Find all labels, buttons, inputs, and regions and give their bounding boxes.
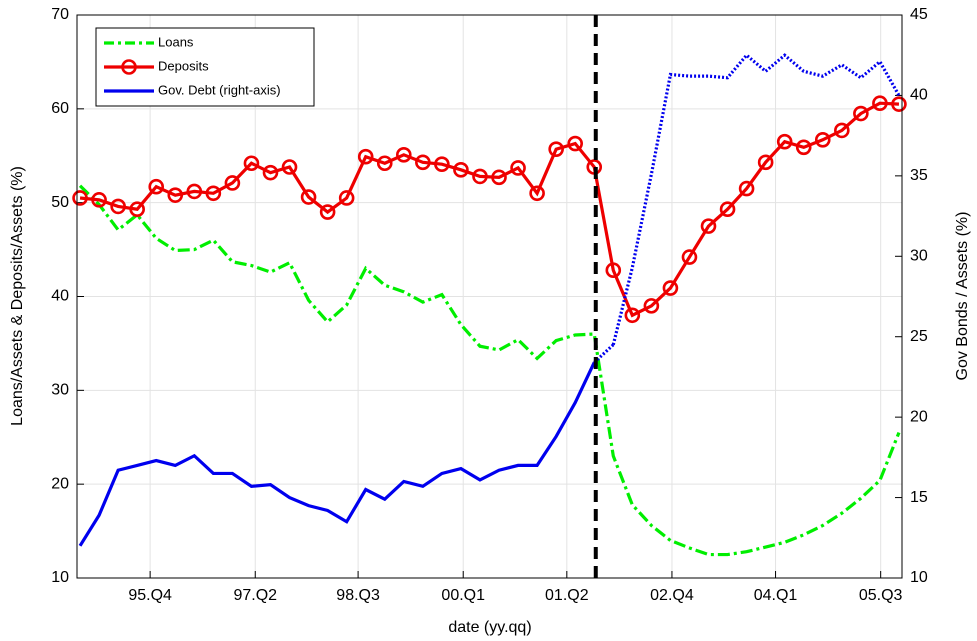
marker	[529, 185, 545, 202]
marker	[491, 169, 507, 186]
marker	[186, 183, 203, 200]
x-tick-label: 05.Q3	[859, 587, 903, 604]
marker	[453, 162, 469, 178]
marker	[738, 180, 755, 197]
line-series	[79, 101, 900, 318]
y-tick-label: 70	[51, 6, 69, 23]
marker	[415, 154, 431, 171]
plot-frame	[76, 14, 903, 579]
marker	[300, 189, 317, 205]
y2-tick-label: 15	[910, 489, 928, 506]
marker	[148, 178, 165, 195]
y2-tick-label: 20	[910, 408, 928, 425]
y2-tick-label: 35	[910, 167, 928, 184]
y-tick-label: 30	[51, 382, 69, 399]
y2-tick-label: 25	[910, 328, 928, 345]
marker	[91, 192, 107, 208]
marker	[376, 155, 393, 172]
line-series	[78, 184, 901, 557]
marker	[243, 155, 260, 172]
marker	[643, 298, 660, 314]
x-tick-label: 01.Q2	[545, 587, 589, 604]
marker	[396, 147, 412, 163]
x-tick-label: 97.Q2	[233, 587, 277, 604]
marker	[834, 122, 850, 139]
x-tick-label: 95.Q4	[128, 587, 172, 604]
y2-axis-label: Gov Bonds / Assets (%)	[954, 212, 971, 381]
marker	[167, 187, 184, 203]
y-tick-label: 10	[51, 569, 69, 586]
marker	[814, 131, 831, 148]
marker	[605, 262, 622, 279]
marker	[662, 280, 679, 296]
marker	[872, 95, 888, 112]
marker	[205, 185, 222, 202]
marker	[681, 249, 698, 265]
marker	[338, 190, 355, 206]
marker	[567, 135, 583, 152]
marker	[700, 218, 717, 234]
marker	[624, 307, 641, 324]
y-tick-label: 60	[51, 100, 69, 117]
x-tick-label: 00.Q1	[441, 587, 485, 604]
marker	[719, 201, 736, 218]
y2-tick-label: 40	[910, 87, 928, 104]
y2-tick-label: 10	[910, 569, 928, 586]
marker	[262, 164, 279, 181]
marker	[776, 133, 793, 150]
marker	[319, 204, 336, 220]
y-tick-label: 20	[51, 475, 69, 492]
line-series	[611, 52, 901, 346]
y-tick-label: 50	[51, 194, 69, 211]
marker	[281, 159, 298, 175]
legend-label: Deposits	[158, 58, 209, 73]
marker	[510, 160, 526, 176]
marker	[472, 168, 488, 185]
legend-marker	[121, 59, 137, 75]
x-axis-label: date (yy.qq)	[448, 619, 531, 636]
y-axis-label: Loans/Assets & Deposits/Assets (%)	[9, 166, 26, 426]
marker	[548, 141, 564, 157]
x-tick-label: 04.Q1	[754, 587, 798, 604]
y2-tick-label: 30	[910, 248, 928, 265]
marker	[357, 148, 374, 165]
marker	[853, 105, 869, 122]
legend-label: Gov. Debt (right-axis)	[158, 82, 281, 97]
legend-label: Loans	[158, 34, 194, 49]
marker	[795, 139, 812, 156]
marker	[891, 96, 907, 112]
marker	[110, 198, 126, 215]
x-tick-label: 02.Q4	[650, 587, 694, 604]
line-series	[78, 361, 596, 547]
x-tick-label: 98.Q3	[336, 587, 380, 604]
marker	[129, 201, 145, 218]
marker	[72, 190, 88, 206]
marker	[434, 156, 450, 172]
marker	[757, 154, 774, 171]
y2-tick-label: 45	[910, 6, 928, 23]
marker	[224, 175, 241, 191]
y-tick-label: 40	[51, 288, 69, 305]
